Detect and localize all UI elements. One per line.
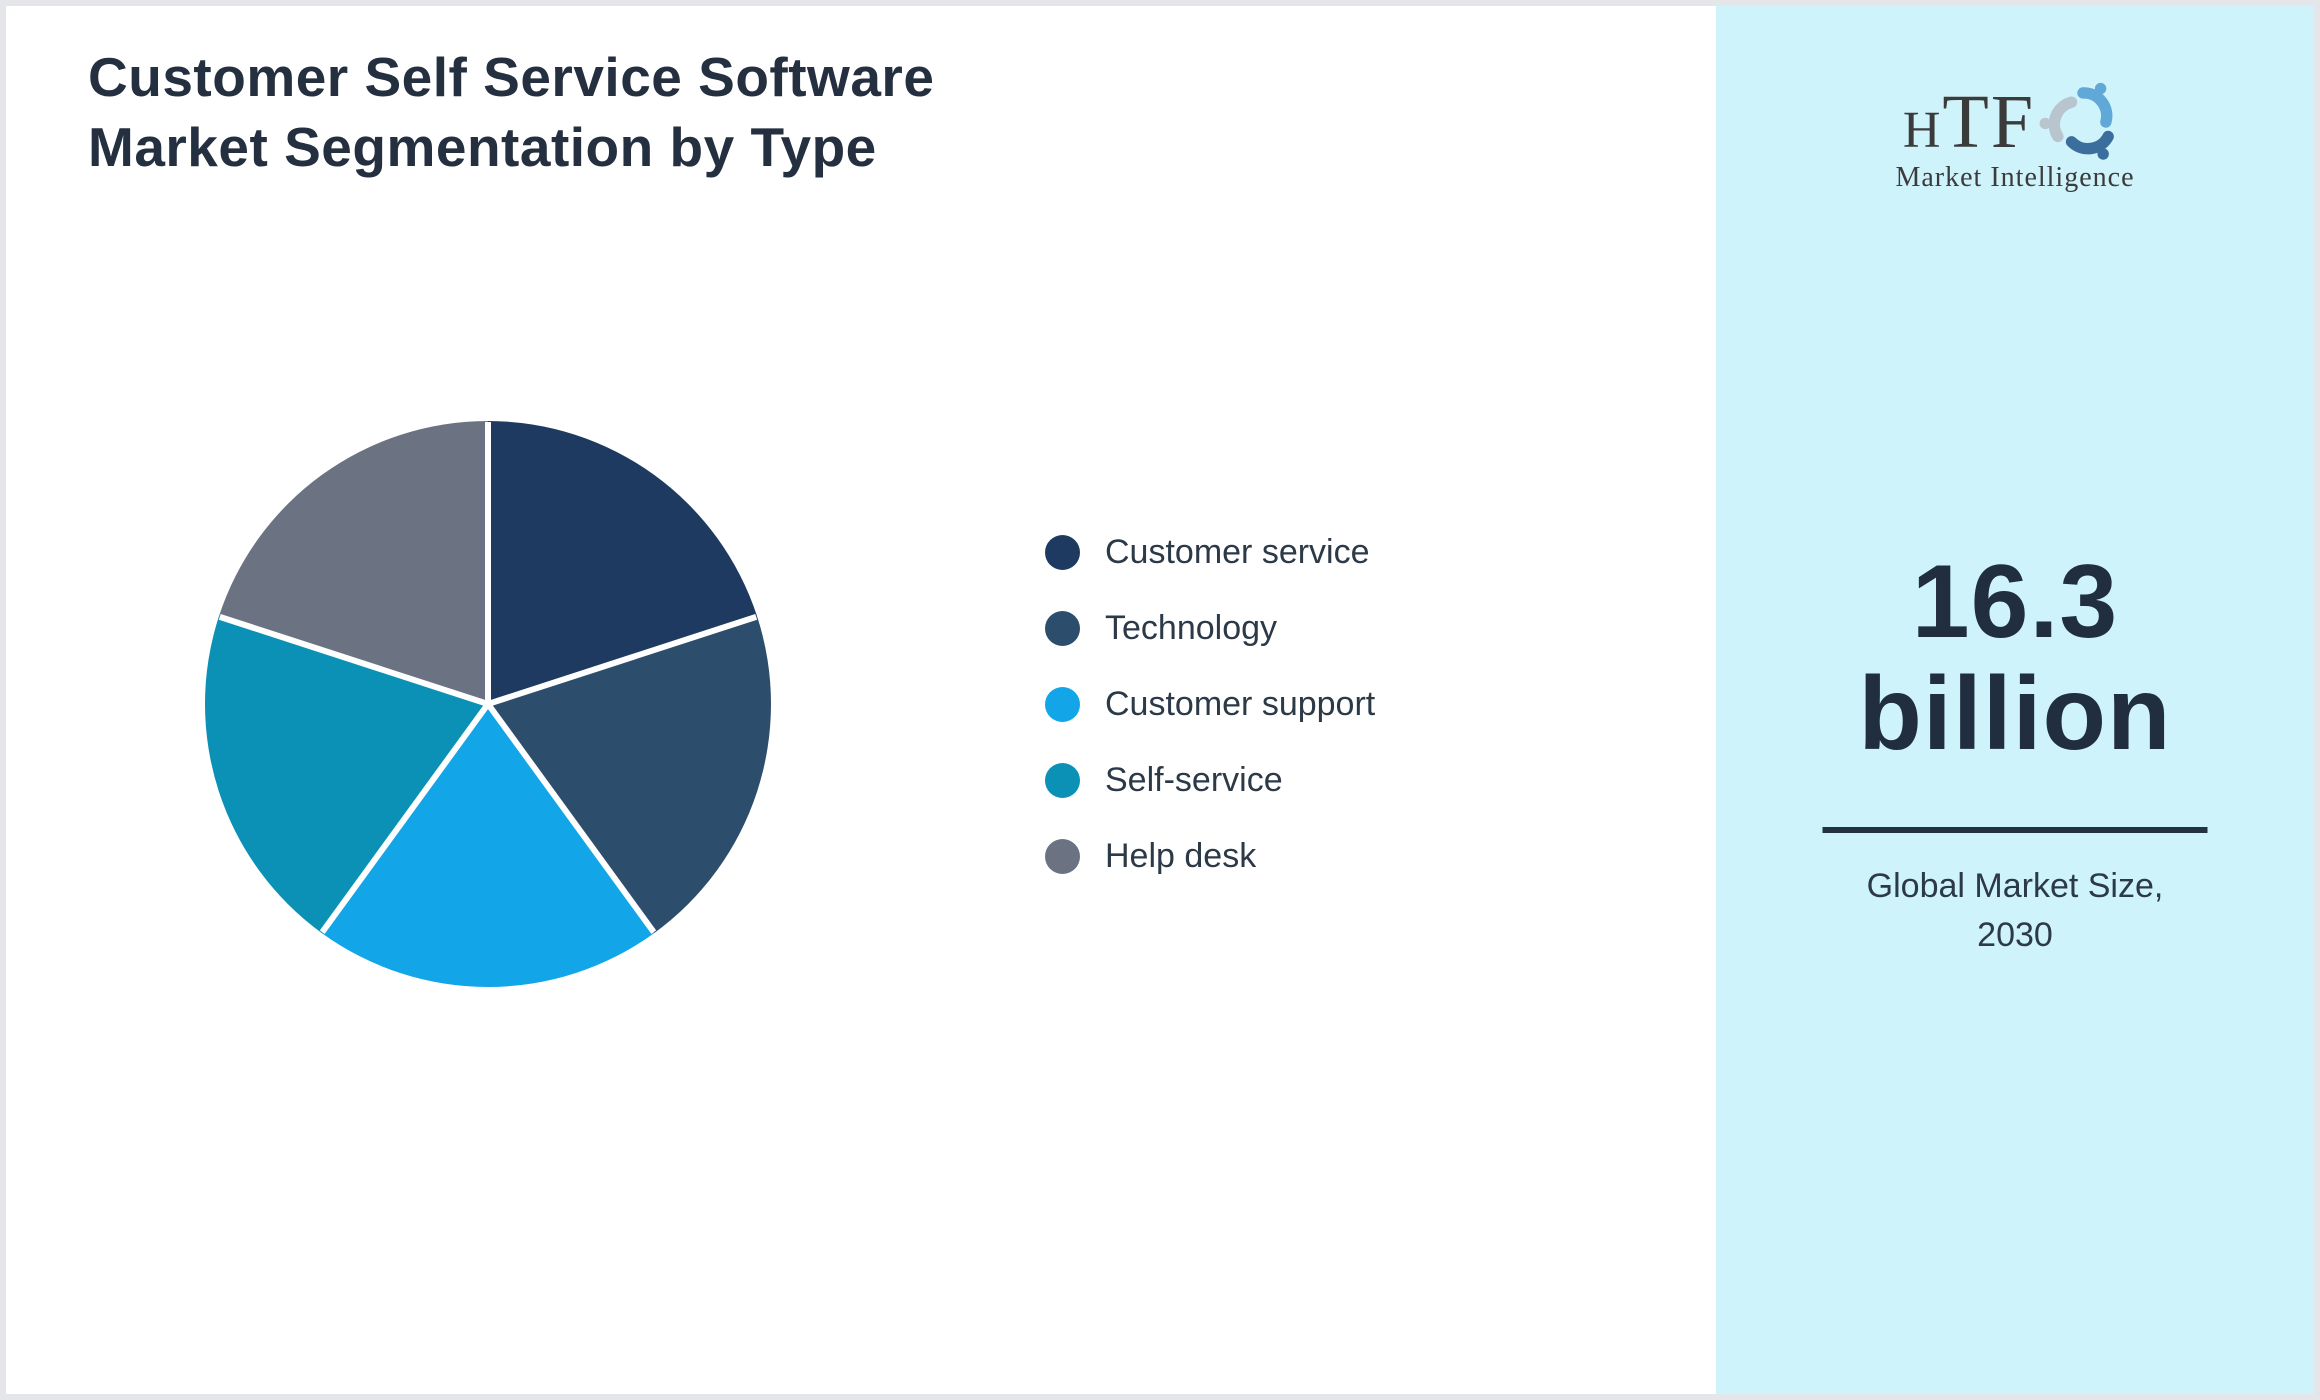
- pie-slice-technology: [488, 616, 771, 933]
- htf-logo-text: HTF: [1902, 80, 2036, 164]
- htf-logo: HTF Market Intelligence: [1716, 78, 2314, 194]
- legend-label: Technology: [1105, 608, 1278, 647]
- legend-label: Customer service: [1105, 532, 1370, 571]
- legend-dot-icon: [1045, 838, 1080, 874]
- legend-dot-icon: [1045, 610, 1080, 646]
- legend-dot-icon: [1045, 686, 1080, 722]
- pie-slice-separator: [487, 614, 758, 707]
- legend-item-customer-service: Customer service: [1045, 514, 1375, 590]
- stat-divider: [1822, 827, 2208, 833]
- logo-figure-icon: [2065, 130, 2114, 160]
- pie-slice-self-service: [205, 616, 489, 933]
- page-title-line1: Customer Self Service Software: [88, 46, 935, 108]
- legend-item-technology: Technology: [1045, 590, 1375, 666]
- legend-item-self-service: Self-service: [1045, 742, 1375, 818]
- page-title: Customer Self Service Software Market Se…: [88, 42, 1088, 182]
- page-title-line2: Market Segmentation by Type: [88, 116, 877, 178]
- pie-slice-separator: [485, 702, 657, 934]
- pie-slice-separator: [319, 702, 491, 934]
- legend-label: Help desk: [1105, 836, 1257, 875]
- market-size-caption-line2: 2030: [1977, 916, 2053, 954]
- pie-slice-customer-support: [321, 704, 655, 987]
- pie-slice-separator: [218, 614, 489, 707]
- legend-item-customer-support: Customer support: [1045, 666, 1375, 742]
- legend-label: Customer support: [1105, 684, 1376, 723]
- sidebar: HTF Market Intelligence 16.3 billion Glo…: [1716, 6, 2314, 1394]
- htf-logo-subtitle: Market Intelligence: [1895, 162, 2135, 193]
- htf-logo-swirl-icon: [2039, 82, 2114, 160]
- pie-chart: [205, 421, 771, 987]
- legend-item-help-desk: Help desk: [1045, 818, 1375, 894]
- legend-label: Self-service: [1105, 760, 1283, 799]
- market-size-caption: Global Market Size, 2030: [1716, 862, 2314, 960]
- pie-slice-customer-service: [488, 421, 758, 704]
- market-size-caption-line1: Global Market Size,: [1866, 867, 2164, 905]
- market-size-unit: billion: [1858, 656, 2172, 772]
- logo-figure-icon: [2077, 82, 2113, 128]
- market-size-number: 16.3: [1911, 544, 2119, 660]
- pie-legend: Customer service Technology Customer suppo…: [1045, 514, 1375, 894]
- logo-figure-icon: [2039, 96, 2078, 143]
- legend-dot-icon: [1045, 762, 1080, 798]
- pie-slice-help-desk: [218, 421, 488, 704]
- legend-dot-icon: [1045, 534, 1080, 570]
- market-size-value: 16.3 billion: [1716, 546, 2314, 770]
